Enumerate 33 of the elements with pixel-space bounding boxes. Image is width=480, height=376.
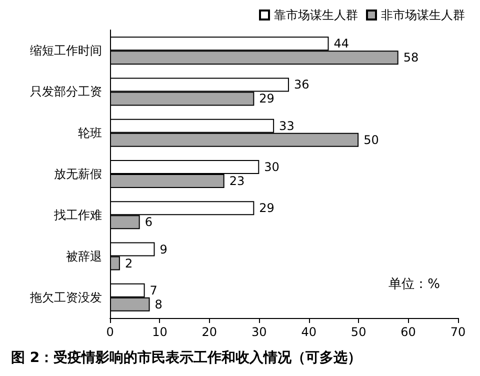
- data-label: 29: [259, 201, 274, 216]
- y-tick-label: 只发部分工资: [30, 84, 102, 99]
- data-label: 6: [144, 215, 152, 230]
- data-label: 58: [403, 50, 419, 65]
- x-tick-label: 0: [106, 325, 114, 339]
- data-label: 8: [154, 297, 162, 312]
- annotation: 单位：%: [388, 277, 440, 292]
- legend-label: 靠市场谋生人群: [274, 8, 358, 22]
- data-label: 50: [364, 132, 379, 147]
- x-tick-label: 70: [450, 325, 466, 339]
- y-tick-label: 放无薪假: [54, 167, 102, 181]
- x-tick-label: 30: [252, 325, 267, 339]
- data-label: 36: [294, 78, 310, 92]
- data-label: 7: [150, 283, 158, 298]
- x-tick-label: 50: [350, 325, 366, 339]
- y-tick-label: 缩短工作时间: [30, 44, 102, 58]
- y-tick-label: 拖欠工资没发: [29, 290, 102, 304]
- legend-label: 非市场谋生人群: [381, 8, 465, 22]
- x-tick-label: 20: [202, 325, 218, 339]
- y-tick-label: 找工作难: [53, 208, 102, 222]
- data-label: 33: [279, 118, 294, 133]
- y-tick-label: 被辞退: [66, 249, 102, 264]
- data-label: 9: [160, 242, 168, 256]
- x-tick-label: 10: [152, 325, 168, 339]
- data-label: 23: [229, 174, 245, 188]
- data-label: 30: [264, 160, 280, 174]
- y-tick-label: 轮班: [78, 126, 102, 140]
- x-tick-label: 60: [400, 325, 416, 339]
- x-tick-label: 40: [301, 325, 316, 339]
- text: 图 2：受疫情影响的市民表示工作和收入情况（可多选）: [11, 349, 362, 366]
- data-label: 29: [259, 92, 274, 106]
- data-label: 44: [334, 36, 350, 51]
- data-label: 2: [124, 256, 133, 270]
